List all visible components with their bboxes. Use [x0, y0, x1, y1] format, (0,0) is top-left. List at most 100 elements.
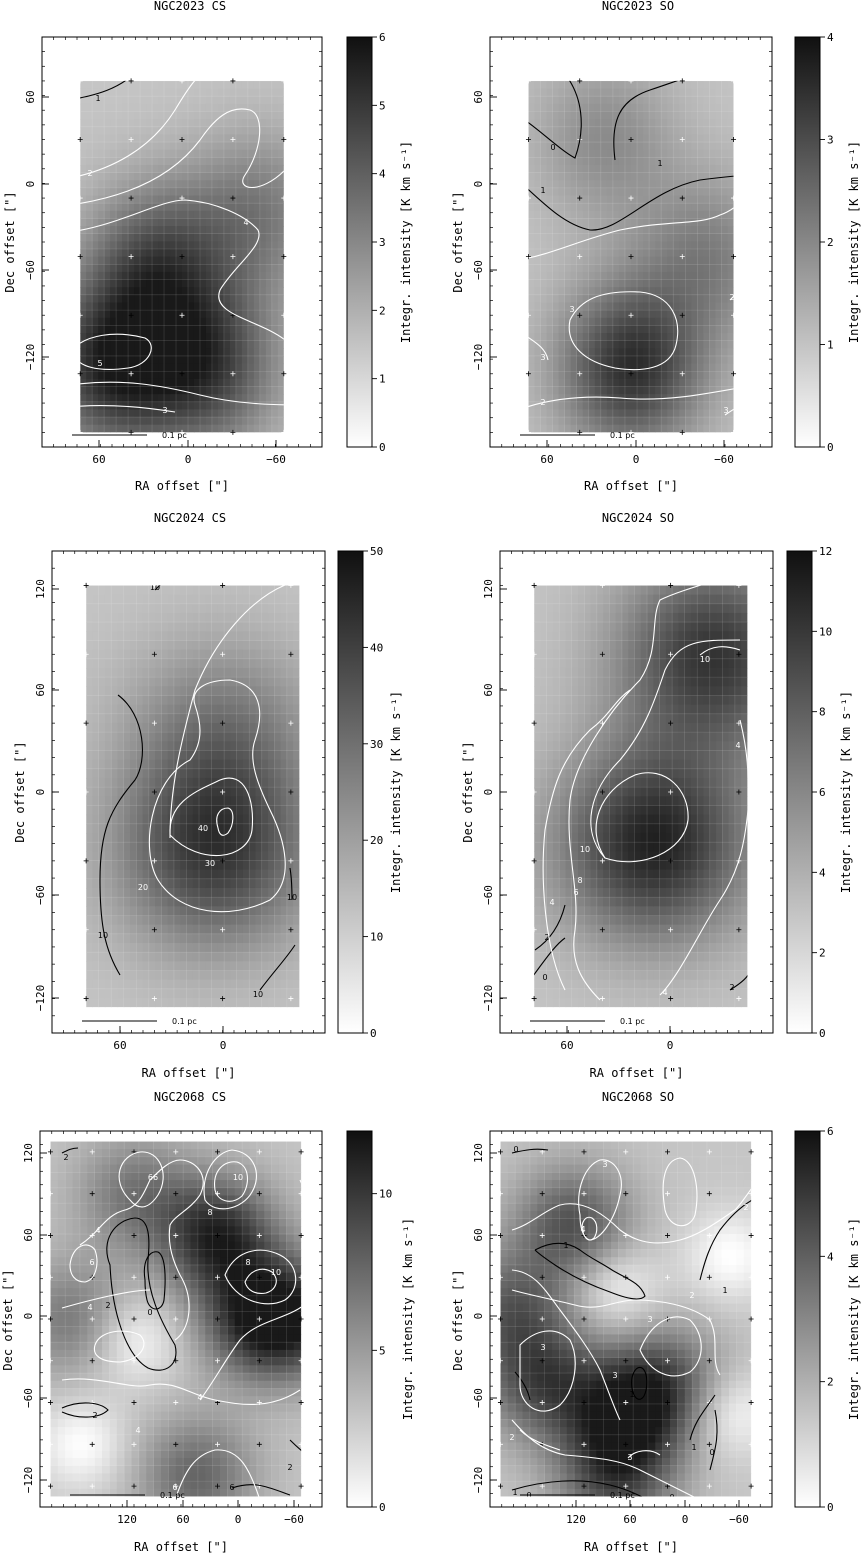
map-cell [217, 417, 225, 426]
map-cell [170, 103, 177, 113]
map-cell [247, 142, 255, 151]
map-cell [217, 256, 225, 265]
map-cell [534, 111, 542, 120]
map-cell [182, 409, 189, 418]
map-cell [649, 325, 656, 334]
map-cell [164, 294, 171, 304]
map-cell [199, 355, 207, 365]
map-cell [594, 180, 602, 189]
contour-label: 2 [540, 398, 545, 407]
map-cell [224, 832, 232, 843]
map-cell [186, 897, 194, 907]
map-cell [721, 317, 729, 327]
map-cell [546, 119, 554, 128]
contour-label: 4 [72, 378, 77, 387]
map-cell [606, 287, 614, 296]
map-cell [158, 294, 165, 304]
map-cell [155, 970, 163, 981]
map-cell [205, 134, 213, 143]
map-cell [199, 869, 206, 880]
map-cell [116, 180, 123, 189]
map-cell [534, 409, 542, 418]
map-cell [176, 134, 183, 143]
map-cell [187, 394, 195, 403]
map-cell [606, 325, 614, 334]
map-cell [80, 256, 87, 265]
map-cell [223, 310, 231, 319]
map-cell [110, 417, 117, 426]
map-cell [643, 386, 650, 395]
map-cell [235, 180, 243, 189]
map-cell [205, 732, 213, 742]
map-cell [176, 348, 183, 357]
map-cell [631, 134, 638, 143]
map-cell [709, 142, 717, 151]
map-cell [691, 371, 698, 380]
map-cell [223, 333, 231, 342]
map-cell [170, 424, 177, 433]
map-cell [130, 741, 137, 752]
map-cell [205, 88, 213, 97]
map-cell [217, 142, 225, 151]
map-cell [576, 149, 584, 158]
map-cell [643, 317, 650, 327]
contour-line [568, 291, 679, 371]
map-cell [564, 340, 572, 349]
map-cell [691, 355, 698, 365]
map-cell [80, 210, 87, 220]
map-cell [182, 180, 189, 189]
map-cell [643, 363, 650, 372]
map-cell [170, 157, 177, 166]
map-cell [265, 103, 273, 113]
map-cell [173, 952, 181, 962]
map-cell [146, 371, 153, 380]
map-cell [637, 142, 644, 151]
map-cell [241, 126, 249, 136]
map-cell [277, 203, 284, 212]
map-cell [271, 333, 279, 342]
map-cell [624, 134, 632, 143]
map-cell [170, 279, 177, 288]
map-cell [637, 111, 644, 120]
map-cell [649, 333, 656, 342]
map-cell [186, 777, 194, 788]
map-cell [167, 713, 175, 724]
map-cell [199, 649, 206, 660]
map-cell [211, 612, 219, 623]
map-cell [600, 195, 608, 204]
map-cell [631, 80, 638, 90]
map-cell [211, 695, 219, 706]
map-cell [727, 371, 734, 380]
map-cell [703, 126, 711, 136]
map-cell [643, 233, 650, 242]
map-cell [205, 851, 213, 862]
map-cell [116, 340, 123, 349]
map-cell [727, 325, 734, 334]
map-cell [199, 409, 207, 418]
map-cell [170, 180, 177, 189]
map-cell [98, 134, 105, 143]
map-cell [217, 823, 225, 834]
map-cell [182, 233, 189, 242]
map-cell [709, 264, 717, 273]
map-cell [673, 149, 680, 158]
map-cell [667, 226, 674, 235]
map-cell [140, 302, 147, 311]
map-cell [685, 294, 692, 304]
map-cell [715, 378, 723, 388]
map-cell [224, 585, 232, 596]
map-cell [136, 933, 144, 944]
map-cell [261, 631, 269, 642]
map-cell [136, 814, 144, 825]
map-cell [691, 249, 698, 258]
map-cell [534, 180, 542, 189]
map-cell [685, 218, 692, 227]
map-cell [552, 96, 560, 105]
map-cell [673, 103, 680, 113]
map-cell [117, 787, 125, 797]
map-cell [241, 371, 249, 380]
map-cell [224, 722, 232, 733]
map-cell [679, 111, 686, 120]
map-cell [182, 317, 189, 327]
x-tick-label: −60 [266, 453, 286, 466]
